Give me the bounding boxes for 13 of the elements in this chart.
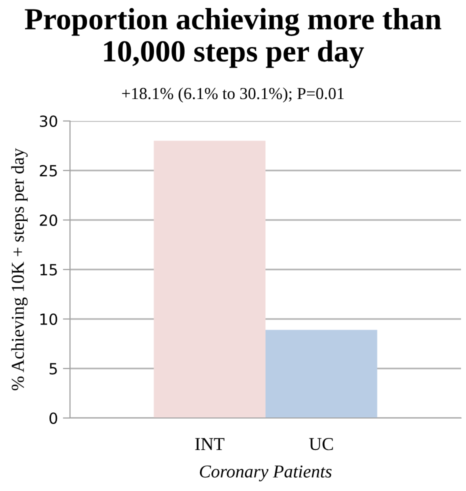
y-tick-label: 0 xyxy=(49,412,58,424)
y-tick-label: 20 xyxy=(40,214,58,226)
y-tick-label: 25 xyxy=(40,164,57,177)
x-axis-title: Coronary Patients xyxy=(200,465,332,482)
x-tick-label: INT xyxy=(195,438,224,450)
x-tick-label: UC xyxy=(309,438,333,450)
y-tick-label: 5 xyxy=(50,363,57,375)
y-tick-label: 10 xyxy=(40,313,58,326)
chart-subtitle: +18.1% (6.1% to 30.1%); P=0.01 xyxy=(122,87,344,103)
chart-title: Proportion achieving more than 10,000 steps per day xyxy=(24,8,442,68)
y-axis-title: % Achieving 10K + steps per day xyxy=(11,148,28,390)
y-tick-label: 30 xyxy=(40,115,58,128)
y-tick-label: 15 xyxy=(40,264,57,276)
